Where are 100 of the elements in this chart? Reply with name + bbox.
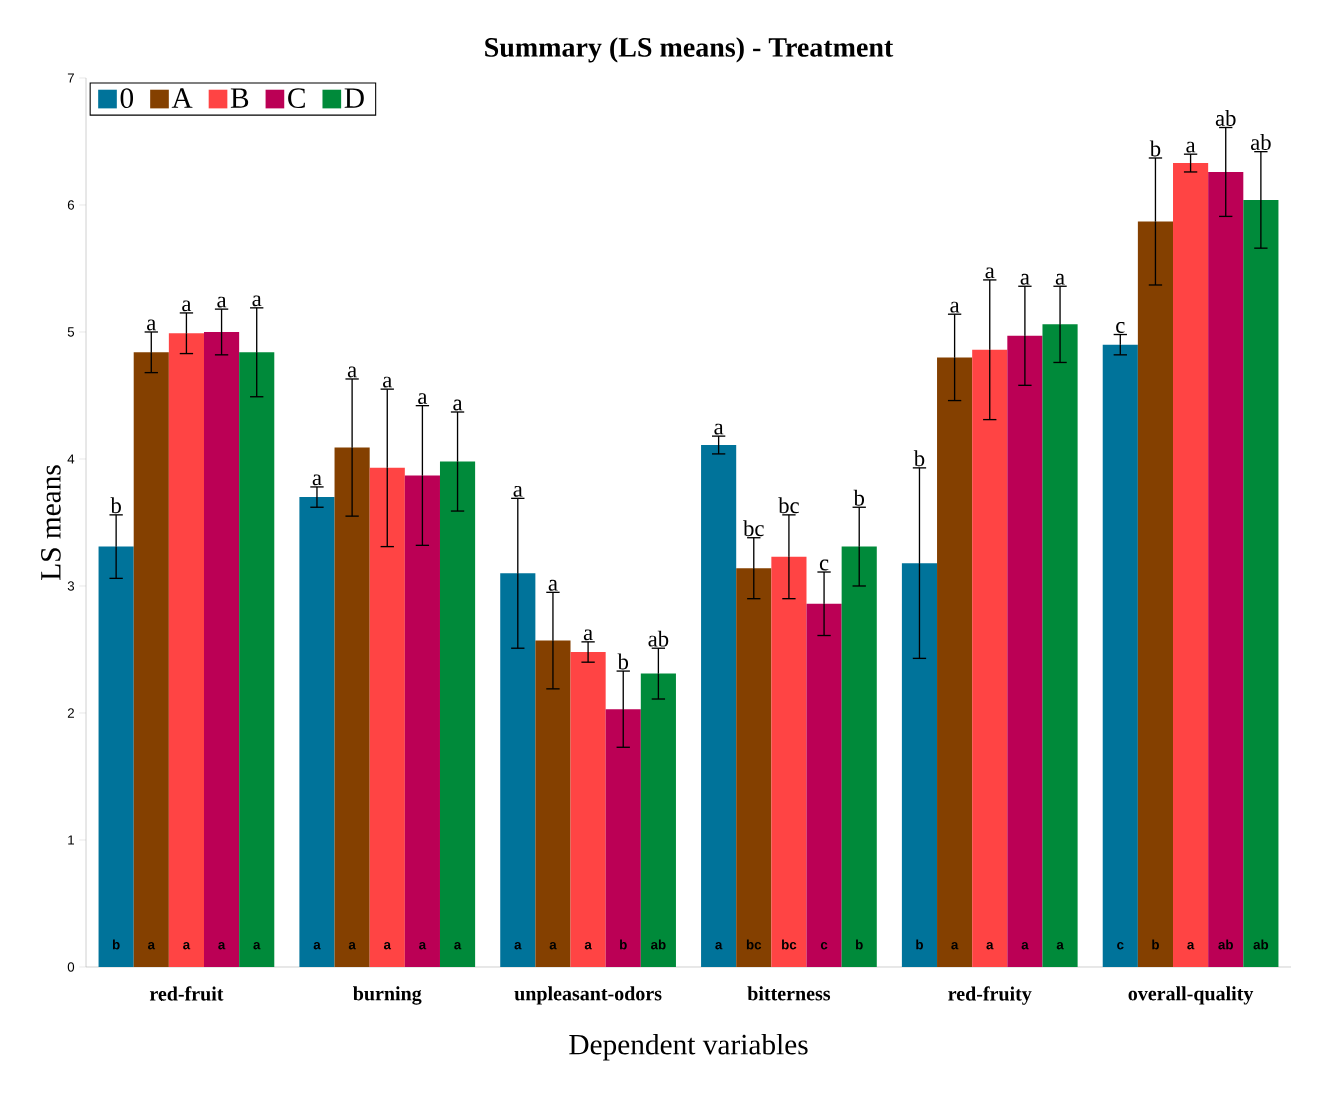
bar: [937, 357, 973, 967]
text: b: [112, 939, 120, 950]
text: a: [584, 942, 592, 950]
text: a: [1056, 942, 1064, 950]
y-tick-label: 6: [67, 200, 75, 210]
data-label: a: [950, 301, 960, 313]
bar: [771, 556, 807, 967]
chart-title: Summary (LS means) - Treatment: [485, 37, 894, 63]
text: b: [617, 653, 629, 670]
data-label: a: [347, 366, 357, 378]
bar: [500, 573, 536, 967]
y-tick-label: 3: [67, 581, 75, 591]
text: a: [147, 942, 156, 950]
y-tick-label: 5: [67, 327, 75, 337]
x-tick-label: overall-quality: [1128, 986, 1254, 1005]
data-label: b: [853, 489, 865, 506]
data-label: ab: [1250, 134, 1271, 151]
bar: [1042, 324, 1078, 967]
data-label: c: [1116, 322, 1125, 333]
text: a: [454, 942, 462, 950]
bar: [1102, 344, 1138, 967]
text: ab: [1253, 939, 1269, 950]
data-label: a: [1186, 141, 1196, 153]
text: a: [218, 942, 226, 950]
text: b: [856, 939, 863, 950]
data-label: ab: [648, 630, 669, 647]
bar: [239, 352, 275, 967]
data-label: ab: [1215, 109, 1236, 126]
text: c: [1117, 942, 1124, 950]
data-label: a: [182, 300, 192, 312]
legend-label: D: [344, 88, 364, 108]
bar: [299, 497, 335, 967]
x-tick-label: unpleasant-odors: [514, 986, 662, 1005]
data-label: a: [985, 267, 995, 279]
x-axis-title: Dependent variables: [569, 1033, 808, 1061]
data-label: bc: [778, 497, 799, 514]
y-tick-label: 4: [67, 454, 75, 464]
bar: [404, 475, 440, 967]
y-tick-label: 0: [67, 962, 75, 972]
bar: [901, 563, 938, 967]
data-label: a: [514, 942, 522, 950]
y-tick-label: 1: [68, 835, 74, 845]
text: bc: [746, 939, 762, 950]
text: a: [253, 942, 261, 950]
data-label: a: [1020, 273, 1030, 285]
bar: [640, 673, 676, 967]
text: a: [951, 942, 959, 950]
y-tick-label: 7: [67, 73, 74, 83]
bar: [1208, 171, 1244, 967]
text: b: [1152, 939, 1159, 950]
text: bc: [782, 939, 797, 950]
text: a: [383, 376, 392, 388]
data-label: c: [819, 559, 829, 571]
data-label: a: [714, 423, 724, 435]
bar: [841, 546, 877, 967]
text: a: [715, 942, 723, 950]
text: ab: [1218, 939, 1233, 950]
x-tick-label: red-fruity: [948, 986, 1032, 1005]
text: a: [1021, 942, 1029, 950]
bar: [1173, 163, 1209, 967]
text: a: [549, 942, 557, 950]
text: a: [1187, 942, 1195, 950]
x-tick-label: bitterness: [747, 986, 831, 1001]
data-label: a: [217, 296, 227, 308]
bar: [605, 709, 641, 967]
data-label: a: [548, 579, 558, 591]
text: a: [183, 942, 191, 950]
text: c: [820, 942, 828, 950]
data-label: a: [418, 393, 428, 405]
text: ab: [651, 939, 666, 950]
data-label: a: [383, 942, 392, 950]
text: a: [348, 942, 356, 950]
bar: [168, 333, 204, 967]
bar: [1243, 199, 1279, 967]
text: a: [986, 942, 994, 950]
text: a: [313, 942, 321, 950]
y-tick-label: 2: [67, 708, 74, 718]
bar: [701, 445, 737, 967]
bar: [1007, 335, 1043, 967]
data-label: a: [252, 295, 262, 307]
data-label: b: [1149, 140, 1161, 157]
bar: [369, 467, 405, 967]
bar: [972, 349, 1008, 967]
data-label: b: [620, 939, 627, 950]
legend-label: 0: [120, 88, 134, 109]
data-label: a: [583, 629, 593, 641]
legend-label: A: [171, 88, 193, 108]
bar: [736, 568, 772, 967]
data-label: a: [312, 474, 322, 486]
data-label: a: [453, 399, 463, 411]
bar: [806, 603, 842, 967]
bar: [98, 546, 134, 967]
bar: [535, 640, 571, 967]
x-tick-label: burning: [353, 986, 422, 1005]
text: a: [419, 942, 427, 950]
bar: [439, 461, 476, 967]
bar: [334, 447, 370, 967]
data-label: a: [1055, 273, 1065, 285]
bar: [1137, 221, 1174, 967]
bar: [133, 352, 169, 967]
